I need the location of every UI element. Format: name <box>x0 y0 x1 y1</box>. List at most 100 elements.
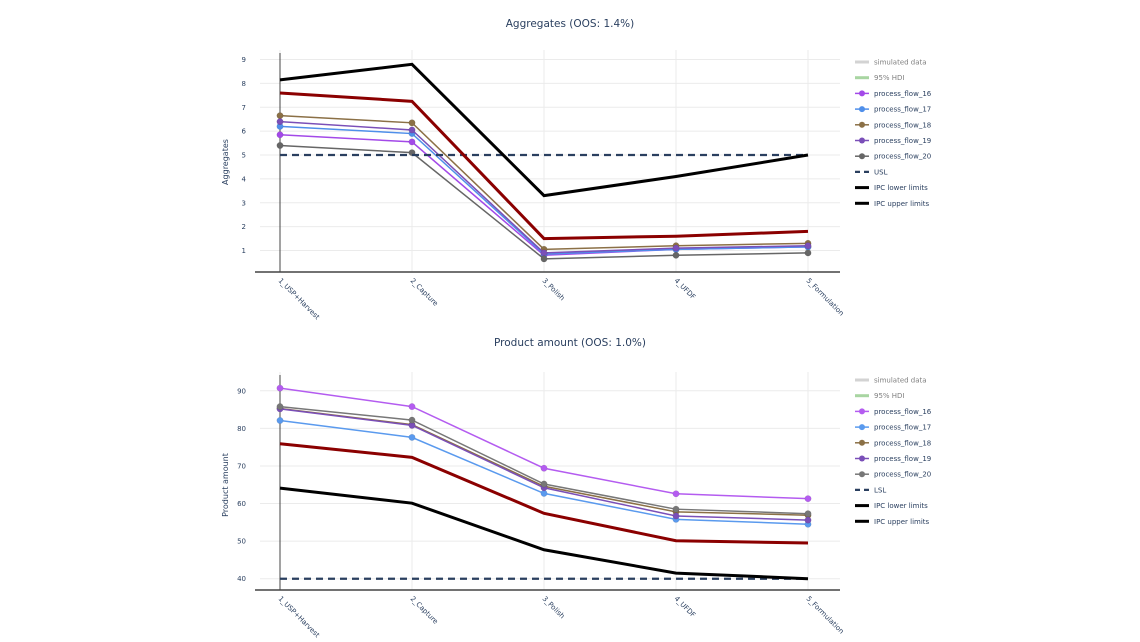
series-line-ipc-upper-limits <box>279 62 809 198</box>
legend-label: IPC lower limits <box>874 184 928 192</box>
series-line-ipc-upper-limits <box>279 442 809 545</box>
legend-item-simulated-data[interactable]: simulated data <box>855 377 927 385</box>
data-point-process-flow-17 <box>408 433 416 441</box>
x-tick-label: 4_UFDF <box>673 595 697 619</box>
legend-marker <box>859 439 865 446</box>
legend-label: 95% HDI <box>874 74 905 82</box>
legend-item-process-flow-20[interactable]: process_flow_20 <box>855 471 931 479</box>
legend-item-process-flow-16[interactable]: process_flow_16 <box>855 408 932 416</box>
x-tick-label: 1_USP+Harvest <box>277 595 322 640</box>
legend-marker <box>859 455 865 462</box>
aggregates-chart: Aggregates (OOS: 1.4%) Aggregates 1 2 3 4 5 6… <box>221 18 932 321</box>
legend-label: process_flow_20 <box>874 471 931 479</box>
x-tick-label: 2_Capture <box>409 595 440 626</box>
legend-marker <box>859 424 865 431</box>
legend-item-lsl[interactable]: LSL <box>855 486 886 494</box>
legend-item-process-flow-19[interactable]: process_flow_19 <box>855 455 931 463</box>
x-tick-label: 3_Polish <box>541 277 567 303</box>
series-line-ipc-lower-limits <box>279 91 809 241</box>
data-point-process-flow-19 <box>804 242 812 250</box>
data-point-process-flow-17 <box>276 417 284 424</box>
data-point-process-flow-16 <box>408 403 416 411</box>
x-tick-label: 1_USP+Harvest <box>277 277 322 322</box>
legend-item-ipc-lower-limits[interactable]: IPC lower limits <box>855 502 928 510</box>
legend-item-usl[interactable]: USL <box>855 168 888 176</box>
y-tick-label: 2 <box>242 223 246 231</box>
legend-label: IPC upper limits <box>874 200 930 208</box>
legend-label: IPC upper limits <box>874 518 930 526</box>
legend-marker <box>859 106 865 113</box>
data-point-process-flow-16 <box>276 131 284 139</box>
legend-item-ipc-upper-limits[interactable]: IPC upper limits <box>855 518 930 526</box>
legend-marker <box>859 137 865 144</box>
x-tick-label: 5_Formulation <box>805 277 846 318</box>
data-point-process-flow-20 <box>672 505 680 513</box>
data-point-process-flow-20 <box>804 249 812 257</box>
legend-item-process-flow-20[interactable]: process_flow_20 <box>855 153 931 161</box>
y-tick-label: 80 <box>237 425 246 433</box>
legend-item-ipc-lower-limits[interactable]: IPC lower limits <box>855 184 928 192</box>
legend-item-process-flow-18[interactable]: process_flow_18 <box>855 439 931 447</box>
legend-marker <box>859 121 865 128</box>
data-point-process-flow-19 <box>276 118 284 126</box>
y-tick-label: 50 <box>237 538 246 546</box>
y-tick-label: 6 <box>242 128 247 136</box>
data-point-process-flow-18 <box>408 119 416 127</box>
data-point-process-flow-20 <box>540 255 548 263</box>
legend-item-process-flow-17[interactable]: process_flow_17 <box>855 424 931 432</box>
y-tick-label: 1 <box>242 247 246 255</box>
legend-label: process_flow_19 <box>874 455 931 463</box>
legend-label: process_flow_20 <box>874 153 931 161</box>
data-point-process-flow-20 <box>540 480 548 488</box>
y-tick-label: 4 <box>242 175 247 183</box>
data-point-process-flow-20 <box>804 510 812 518</box>
legend-label: process_flow_18 <box>874 439 931 447</box>
x-tick-label: 5_Formulation <box>805 595 846 636</box>
legend-label: process_flow_17 <box>874 106 931 114</box>
legend-item-process-flow-18[interactable]: process_flow_18 <box>855 121 931 129</box>
data-point-process-flow-19 <box>672 512 680 520</box>
y-tick-label: 60 <box>237 500 246 508</box>
legend-item-process-flow-17[interactable]: process_flow_17 <box>855 106 931 114</box>
data-point-process-flow-20 <box>672 251 680 259</box>
data-point-process-flow-20 <box>276 403 284 411</box>
data-point-process-flow-20 <box>408 416 416 424</box>
legend-item-simulated-data[interactable]: simulated data <box>855 59 927 67</box>
data-point-process-flow-16 <box>672 490 680 498</box>
legend-item-process-flow-16[interactable]: process_flow_16 <box>855 90 932 98</box>
y-axis-label: Product amount <box>221 453 230 517</box>
data-point-process-flow-18 <box>276 112 284 120</box>
y-tick-label: 8 <box>242 80 246 88</box>
y-tick-label: 9 <box>242 56 246 64</box>
legend-marker <box>859 408 865 415</box>
legend-label: process_flow_16 <box>874 408 932 416</box>
x-tick-label: 2_Capture <box>409 277 440 308</box>
legend-label: LSL <box>874 486 886 494</box>
data-point-process-flow-20 <box>276 142 284 149</box>
legend-label: simulated data <box>874 59 927 67</box>
legend-item-process-flow-19[interactable]: process_flow_19 <box>855 137 931 145</box>
legend-item-95-hdi[interactable]: 95% HDI <box>855 392 905 400</box>
legend-item-ipc-upper-limits[interactable]: IPC upper limits <box>855 200 930 208</box>
legend-item-95-hdi[interactable]: 95% HDI <box>855 74 905 82</box>
y-axis-label: Aggregates <box>221 139 230 185</box>
data-point-process-flow-16 <box>408 138 416 146</box>
legend-label: IPC lower limits <box>874 502 928 510</box>
legend-label: process_flow_18 <box>874 121 931 129</box>
data-point-process-flow-19 <box>804 516 812 524</box>
legend-marker <box>859 90 865 97</box>
legend-label: process_flow_19 <box>874 137 931 145</box>
data-point-process-flow-19 <box>408 126 416 134</box>
chart-title: Aggregates (OOS: 1.4%) <box>506 18 634 30</box>
y-tick-label: 3 <box>242 199 246 207</box>
x-tick-label: 3_Polish <box>541 595 567 621</box>
product-amount-chart: Product amount (OOS: 1.0%) Product amoun… <box>221 337 932 639</box>
chart-title: Product amount (OOS: 1.0%) <box>494 337 646 349</box>
legend-label: 95% HDI <box>874 392 905 400</box>
legend-label: USL <box>874 168 888 176</box>
y-tick-label: 40 <box>237 575 246 583</box>
data-point-process-flow-19 <box>672 244 680 252</box>
data-point-process-flow-19 <box>540 249 548 257</box>
y-tick-label: 90 <box>237 387 246 395</box>
data-point-process-flow-16 <box>540 464 548 472</box>
